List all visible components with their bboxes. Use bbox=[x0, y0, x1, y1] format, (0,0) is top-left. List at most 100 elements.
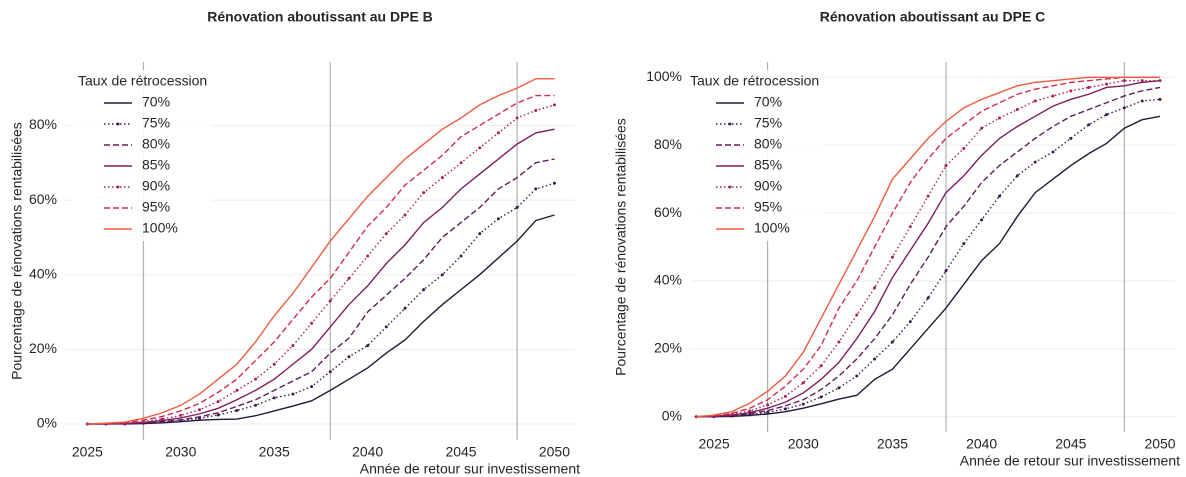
y-tick-label: 80% bbox=[29, 116, 57, 132]
point bbox=[783, 407, 787, 411]
x-axis-label: Année de retour sur investissement bbox=[960, 453, 1180, 469]
y-tick-label: 100% bbox=[646, 68, 682, 84]
point bbox=[1158, 79, 1162, 83]
point bbox=[496, 131, 500, 135]
y-tick-label: 20% bbox=[29, 340, 57, 356]
point bbox=[1158, 97, 1162, 101]
point bbox=[980, 218, 984, 222]
chart-title: Rénovation aboutissant au DPE B bbox=[207, 9, 433, 25]
x-tick-label: 2040 bbox=[352, 444, 383, 460]
legend-label: 85% bbox=[142, 157, 170, 173]
point bbox=[552, 181, 556, 185]
series-line bbox=[87, 128, 555, 425]
y-tick-label: 80% bbox=[654, 136, 682, 152]
legend-label: 85% bbox=[754, 157, 782, 173]
point bbox=[783, 394, 787, 398]
legend-label: 70% bbox=[142, 94, 170, 110]
series-line bbox=[87, 214, 555, 425]
point bbox=[272, 362, 276, 366]
point bbox=[1122, 79, 1126, 83]
point bbox=[291, 344, 295, 348]
point bbox=[1033, 99, 1037, 103]
point bbox=[997, 116, 1001, 120]
point bbox=[926, 194, 930, 198]
legend-label: 75% bbox=[142, 115, 170, 131]
point bbox=[766, 403, 770, 407]
legend-label: 95% bbox=[142, 199, 170, 215]
point bbox=[440, 273, 444, 277]
x-tick-label: 2045 bbox=[445, 444, 476, 460]
point bbox=[384, 232, 388, 236]
y-tick-label: 0% bbox=[662, 407, 682, 423]
legend-marker bbox=[728, 122, 732, 126]
point bbox=[347, 276, 351, 280]
point bbox=[1051, 150, 1055, 154]
point bbox=[160, 417, 164, 421]
legend-label: 90% bbox=[754, 178, 782, 194]
point bbox=[962, 242, 966, 246]
x-tick-label: 2035 bbox=[259, 444, 290, 460]
point bbox=[235, 409, 239, 413]
point bbox=[534, 187, 538, 191]
point bbox=[254, 403, 258, 407]
point bbox=[384, 325, 388, 329]
point bbox=[819, 364, 823, 368]
point bbox=[1069, 89, 1073, 93]
point bbox=[216, 413, 220, 417]
point bbox=[515, 206, 519, 210]
legend-box bbox=[684, 70, 824, 241]
y-tick-label: 40% bbox=[654, 272, 682, 288]
point bbox=[944, 164, 948, 168]
point bbox=[478, 232, 482, 236]
series-line bbox=[87, 78, 555, 425]
series-line bbox=[696, 76, 1161, 418]
series-line bbox=[696, 86, 1161, 418]
point bbox=[366, 344, 370, 348]
point bbox=[855, 374, 859, 378]
series-line bbox=[87, 94, 555, 425]
x-tick-label: 2045 bbox=[1055, 436, 1086, 452]
y-tick-label: 60% bbox=[654, 204, 682, 220]
point bbox=[1087, 123, 1091, 127]
point bbox=[1140, 99, 1144, 103]
y-tick-label: 40% bbox=[29, 265, 57, 281]
point bbox=[328, 299, 332, 303]
legend-box bbox=[72, 70, 212, 241]
point bbox=[403, 213, 407, 217]
legend-label: 90% bbox=[142, 178, 170, 194]
y-tick-label: 0% bbox=[37, 415, 57, 431]
point bbox=[459, 254, 463, 258]
point bbox=[272, 396, 276, 400]
point bbox=[235, 388, 239, 392]
point bbox=[347, 355, 351, 359]
point bbox=[819, 395, 823, 399]
x-tick-label: 2040 bbox=[966, 436, 997, 452]
point bbox=[1140, 79, 1144, 83]
point bbox=[997, 194, 1001, 198]
point bbox=[908, 320, 912, 324]
legend-label: 80% bbox=[142, 136, 170, 152]
point bbox=[855, 313, 859, 317]
legend-marker bbox=[728, 185, 732, 189]
legend-title: Taux de rétrocession bbox=[690, 73, 819, 89]
point bbox=[291, 392, 295, 396]
legend-label: 100% bbox=[142, 220, 178, 236]
legend-label: 70% bbox=[754, 94, 782, 110]
point bbox=[926, 296, 930, 300]
point bbox=[310, 385, 314, 389]
point bbox=[837, 386, 841, 390]
legend-title: Taux de rétrocession bbox=[78, 73, 207, 89]
point bbox=[403, 306, 407, 310]
point bbox=[422, 191, 426, 195]
point bbox=[1015, 174, 1019, 178]
point bbox=[328, 370, 332, 374]
legend-label: 80% bbox=[754, 136, 782, 152]
point bbox=[1051, 94, 1055, 98]
point bbox=[1105, 82, 1109, 86]
point bbox=[1087, 85, 1091, 89]
x-tick-label: 2025 bbox=[699, 436, 730, 452]
point bbox=[1069, 136, 1073, 140]
point bbox=[1033, 160, 1037, 164]
series-line bbox=[87, 182, 555, 425]
